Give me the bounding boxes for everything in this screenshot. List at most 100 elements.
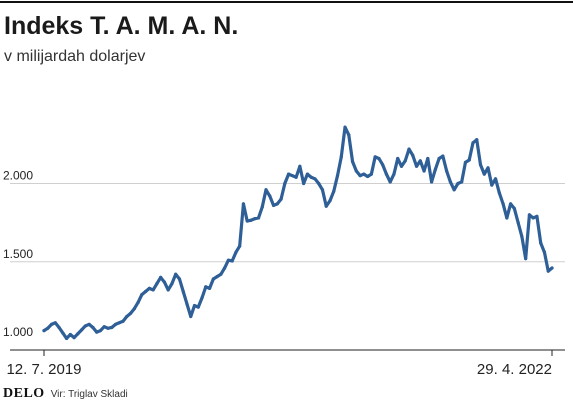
data-point-17 [106,326,110,330]
data-point-73 [317,181,321,186]
data-point-61 [271,203,276,208]
data-point-34 [170,282,174,286]
data-point-68 [298,164,302,168]
data-point-106 [441,154,445,158]
data-point-74 [320,188,325,192]
data-point-97 [407,147,411,151]
data-point-94 [396,156,400,161]
data-point-122 [501,202,505,206]
data-point-100 [418,159,422,163]
data-point-71 [309,175,313,179]
data-point-62 [275,202,279,206]
y-tick-label: 1.500 [3,247,33,261]
data-point-117 [482,172,486,176]
data-point-1 [46,326,50,330]
data-point-102 [426,156,430,161]
data-point-43 [204,285,208,289]
data-point-53 [241,202,246,206]
data-point-38 [185,302,189,306]
data-point-41 [196,305,200,309]
data-point-83 [354,169,358,173]
footer: DELO Vir: Triglav Skladi [3,384,128,402]
data-point-60 [268,194,272,198]
data-point-123 [505,216,509,220]
x-tick-label-start: 12. 7. 2019 [6,361,81,378]
data-point-7 [68,332,72,337]
data-point-112 [463,160,468,164]
data-point-16 [102,325,106,329]
data-point-56 [253,217,257,221]
data-point-35 [174,272,178,276]
data-point-36 [177,277,182,281]
y-tick-label: 1.000 [3,325,33,339]
data-point-9 [76,332,80,336]
data-point-18 [110,325,114,330]
brand-logo: DELO [3,386,45,401]
data-point-63 [279,197,283,201]
data-point-30 [155,282,159,286]
data-point-29 [151,288,155,292]
data-point-24 [132,307,136,311]
data-point-81 [347,133,351,137]
data-point-27 [144,289,148,294]
data-point-44 [207,286,212,290]
y-tick-label: 2.000 [3,169,33,183]
data-point-12 [87,322,91,326]
data-point-54 [245,219,249,223]
data-point-111 [460,180,464,184]
data-point-32 [162,280,167,284]
top-rule [0,1,573,3]
data-point-86 [366,174,370,179]
data-point-104 [433,167,437,172]
data-point-19 [113,322,118,326]
data-point-109 [452,188,456,192]
data-point-26 [140,293,144,297]
data-point-2 [49,322,54,326]
data-point-6 [64,336,69,341]
data-point-75 [324,204,328,208]
data-point-20 [117,321,121,325]
source-note: Vir: Triglav Skladi [50,389,128,400]
data-point-72 [313,177,317,181]
data-point-59 [264,188,268,192]
data-point-25 [136,300,140,305]
data-point-129 [527,213,532,217]
data-point-3 [53,321,57,325]
data-point-110 [456,181,460,186]
y-axis-tick-labels: 1.000 1.500 2.000 [3,169,33,339]
data-point-10 [80,328,84,332]
data-point-127 [520,235,524,239]
data-point-92 [388,180,392,184]
data-point-80 [343,125,347,129]
data-point-119 [490,183,494,187]
data-point-28 [147,286,151,290]
data-point-64 [283,181,287,186]
data-point-88 [373,155,377,159]
data-point-134 [546,269,550,273]
data-point-15 [98,329,103,333]
data-point-107 [445,169,449,173]
data-point-0 [42,329,46,333]
chart-subtitle: v milijardah dolarjev [4,48,146,65]
data-point-46 [215,275,219,279]
data-point-33 [166,288,170,292]
data-point-90 [381,163,385,167]
data-point-98 [411,153,415,157]
data-point-50 [230,259,234,263]
data-point-40 [192,303,197,308]
data-point-113 [467,158,471,162]
data-point-108 [448,180,452,184]
data-point-78 [335,174,340,178]
data-point-39 [189,314,193,319]
data-point-124 [509,202,513,206]
data-point-58 [260,205,264,209]
data-point-22 [125,314,129,319]
data-point-21 [121,319,125,323]
data-point-31 [159,275,163,279]
data-point-105 [437,156,441,161]
data-point-55 [249,218,253,222]
data-point-95 [399,164,404,168]
data-point-87 [369,172,373,176]
data-point-42 [200,296,204,300]
data-point-126 [516,221,520,225]
